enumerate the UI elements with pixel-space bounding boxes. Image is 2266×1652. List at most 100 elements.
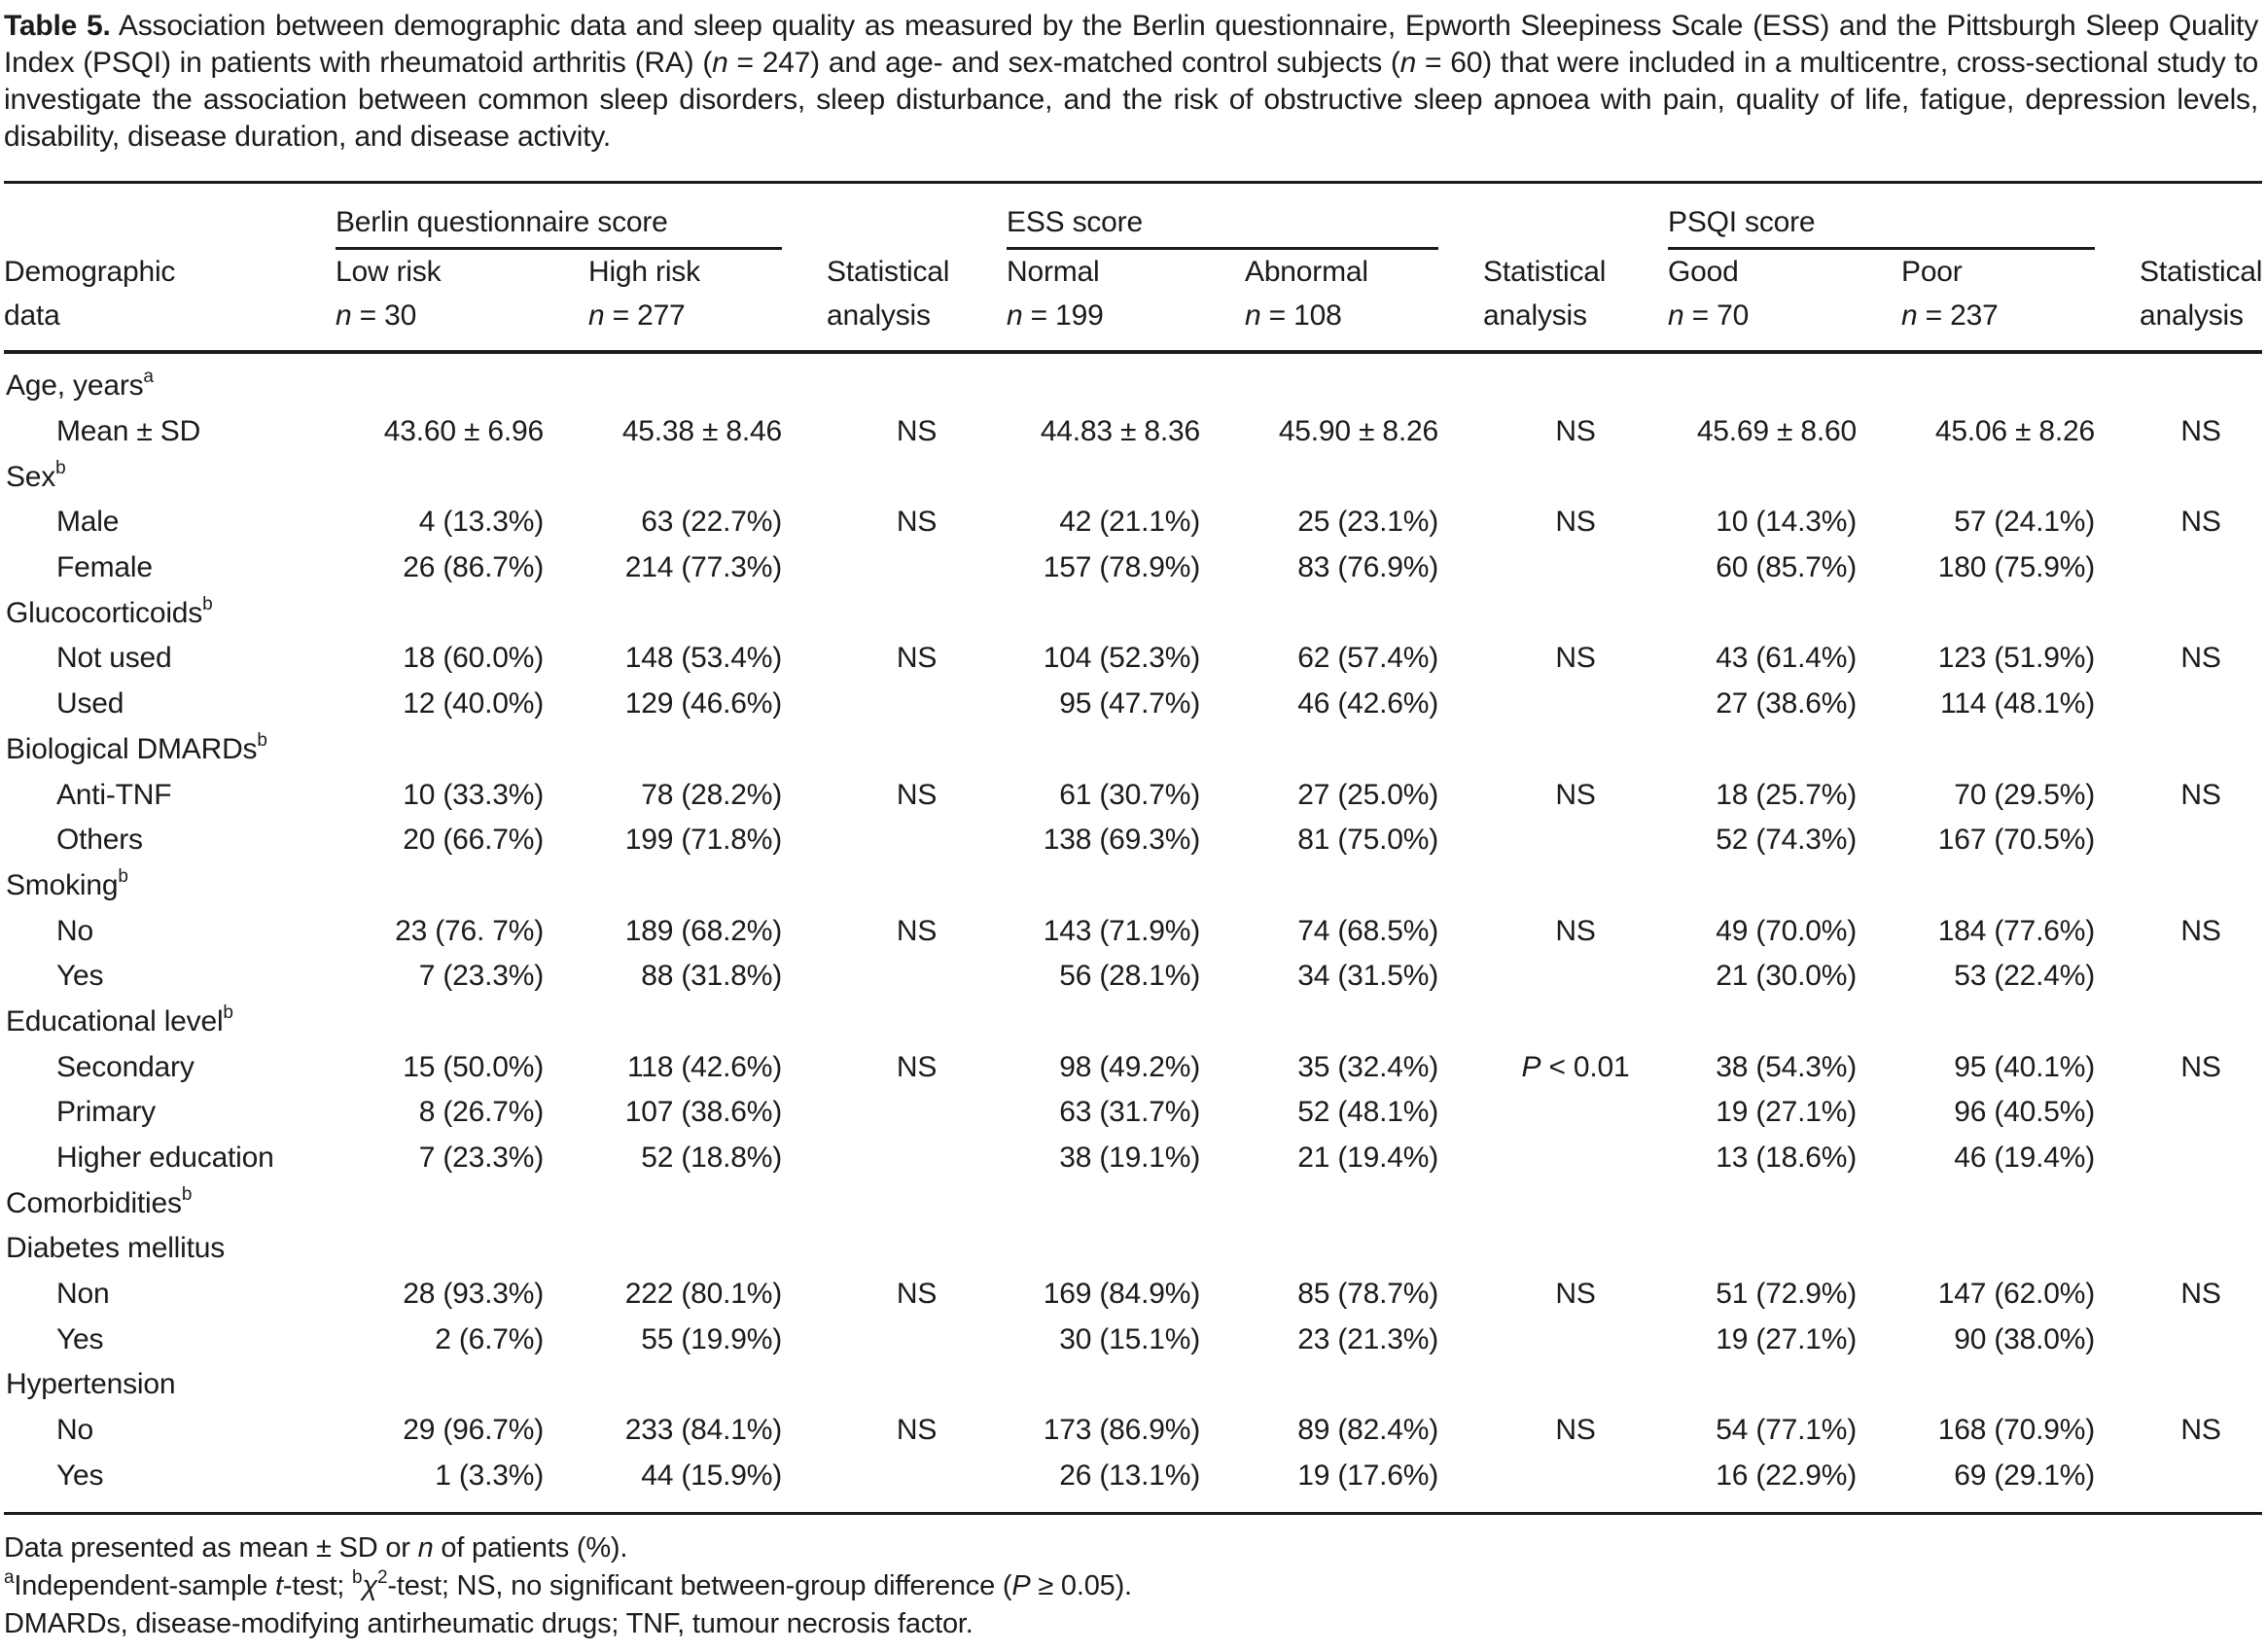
cell-value: 83 (76.9%) [1297,551,1439,584]
cell-value [2140,1454,2262,1514]
cell-value: NS [2180,642,2221,675]
cell-value [1483,682,1668,727]
row-label: Not used [56,642,172,675]
section-row: Educational levelb [4,1000,2262,1045]
row-label: Mean ± SD [56,415,201,448]
cell-value: 95 (40.1%) [1954,1050,2096,1083]
column-header: Normal n = 199 [1007,250,1246,354]
table-caption: Table 5. Association between demographic… [4,10,2258,153]
row-label: No [56,914,93,947]
cell-value: 46 (19.4%) [1954,1142,2096,1175]
cell-value: 98 (49.2%) [1059,1050,1201,1083]
cell-value: 10 (14.3%) [1716,506,1858,539]
cell-value: 167 (70.5%) [1937,824,2096,857]
cell-value: 7 (23.3%) [418,960,544,993]
row-label: Secondary [56,1050,195,1083]
cell-value: 19 (17.6%) [1297,1459,1439,1492]
cell-value [2140,682,2262,727]
cell-value: 27 (38.6%) [1716,687,1858,721]
cell-value: 81 (75.0%) [1297,824,1439,857]
cell-value [1483,545,1668,591]
cell-value: 173 (86.9%) [1043,1414,1201,1447]
cell-value: NS [1555,642,1596,675]
cell-value: 43 (61.4%) [1716,642,1858,675]
column-header: Low risk n = 30 [336,250,588,354]
section-label: Smokingb [6,865,128,901]
cell-value: 52 (18.8%) [641,1142,783,1175]
cell-value: 43.60 ± 6.96 [383,415,544,448]
cell-value: 180 (75.9%) [1937,551,2096,584]
table-row: Secondary 15 (50.0%) 118 (42.6%) NS 98 (49.2… [4,1044,2262,1090]
row-label: Others [56,824,143,857]
footnote: Data presented as mean ± SD or n of pati… [4,1532,628,1564]
cell-value [1483,1454,1668,1514]
cell-value: 114 (48.1%) [1940,687,2096,721]
section-row: Biological DMARDsb [4,727,2262,773]
group-header-label: PSQI score [1668,206,2096,250]
table-row: Anti-TNF 10 (33.3%) 78 (28.2%) NS 61 (30.7%)… [4,772,2262,818]
column-header: Poor n = 237 [1901,250,2141,354]
group-gap-spacer [827,183,1007,251]
cell-value: P < 0.01 [1521,1050,1630,1083]
cell-value: 85 (78.7%) [1297,1278,1439,1311]
cell-value: 1 (3.3%) [435,1459,544,1492]
table-header: Berlin questionnaire score ESS score PSQI … [4,183,2262,354]
cell-value: NS [2180,914,2221,947]
cell-value: 29 (96.7%) [403,1414,544,1447]
cell-value: 8 (26.7%) [418,1096,544,1129]
cell-value: 168 (70.9%) [1937,1414,2096,1447]
row-label: Anti-TNF [56,778,172,811]
section-row: Age, yearsa [4,352,2262,409]
table-row: Male 4 (13.3%) 63 (22.7%) NS 42 (21.1%) 25 (2… [4,500,2262,545]
row-label: Non [56,1278,110,1311]
table-row: Higher education 7 (23.3%) 52 (18.8%) 38 (1… [4,1136,2262,1181]
cell-value: 21 (19.4%) [1297,1142,1439,1175]
cell-value: 69 (29.1%) [1954,1459,2096,1492]
cell-value: 45.06 ± 8.26 [1934,415,2096,448]
table-row: Non 28 (93.3%) 222 (80.1%) NS 169 (84.9%) 85 … [4,1272,2262,1318]
table-row: Yes 7 (23.3%) 88 (31.8%) 56 (28.1%) 34 (31.5… [4,954,2262,1000]
cell-value: 118 (42.6%) [627,1050,783,1083]
cell-value [2140,1317,2262,1362]
section-label: Glucocorticoidsb [6,593,213,629]
cell-value: 96 (40.5%) [1954,1096,2096,1129]
cell-value: 148 (53.4%) [624,642,783,675]
column-header: Statistical analysis [2140,250,2262,354]
cell-value [2140,954,2262,1000]
cell-value: NS [2180,778,2221,811]
column-header: Abnormal n = 108 [1245,250,1484,354]
cell-value: 46 (42.6%) [1297,687,1439,721]
cell-value: 2 (6.7%) [435,1322,544,1355]
cell-value [827,545,1007,591]
cell-value: 23 (76. 7%) [395,914,544,947]
cell-value: NS [1555,1278,1596,1311]
cell-value: 7 (23.3%) [418,1142,544,1175]
cell-value: 35 (32.4%) [1297,1050,1439,1083]
cell-value: 169 (84.9%) [1043,1278,1201,1311]
cell-value [2140,1136,2262,1181]
cell-value: 63 (22.7%) [641,506,783,539]
cell-value: NS [896,778,938,811]
cell-value: 12 (40.0%) [403,687,544,721]
section-row: Sexb [4,454,2262,500]
cell-value: 57 (24.1%) [1954,506,2096,539]
row-label: Used [56,687,124,721]
cell-value [827,954,1007,1000]
cell-value: 189 (68.2%) [624,914,783,947]
cell-value [827,1090,1007,1136]
cell-value: NS [896,642,938,675]
cell-value: 10 (33.3%) [403,778,544,811]
cell-value [827,1317,1007,1362]
section-label: Comorbiditiesb [6,1183,193,1219]
table-row: Yes 1 (3.3%) 44 (15.9%) 26 (13.1%) 19 (17.6%… [4,1454,2262,1514]
cell-value: 56 (28.1%) [1059,960,1201,993]
footnote: aIndependent-sample t-test; bχ2-test; NS… [4,1566,1132,1602]
table-row: No 29 (96.7%) 233 (84.1%) NS 173 (86.9%) 89 (… [4,1408,2262,1454]
cell-value: 51 (72.9%) [1716,1278,1858,1311]
cell-value [1483,954,1668,1000]
group-header-label: ESS score [1007,206,1439,250]
cell-value: 27 (25.0%) [1297,778,1439,811]
group-gap-spacer [1483,183,1668,251]
cell-value [2140,818,2262,863]
table-row: Others 20 (66.7%) 199 (71.8%) 138 (69.3%) 81… [4,818,2262,863]
